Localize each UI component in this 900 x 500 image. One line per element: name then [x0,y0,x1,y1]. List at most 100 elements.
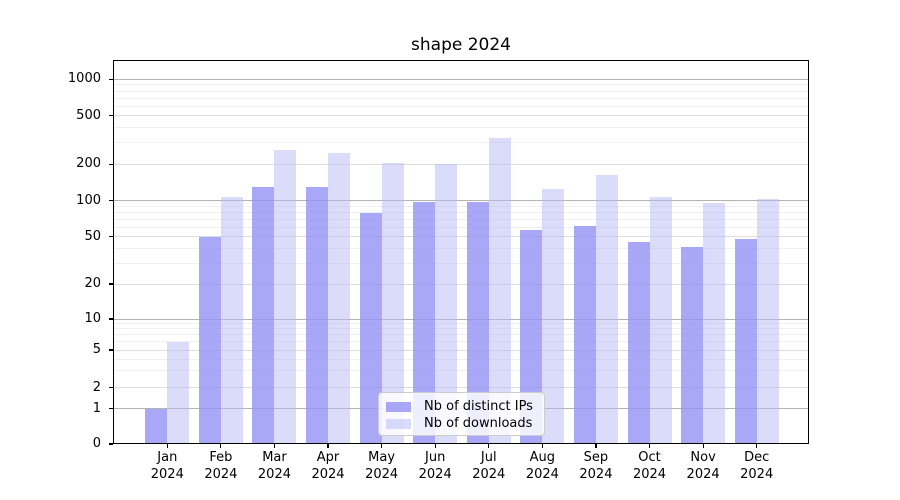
bar-distinct-ips [627,242,650,444]
minor-gridline [113,328,809,330]
gridline [113,236,809,238]
x-tick-mark [756,444,758,448]
y-tick-label: 1000 [67,71,101,87]
minor-gridline [113,262,809,264]
x-tick-label: Dec 2024 [740,450,774,482]
bar-downloads [488,138,511,444]
y-tick-mark [109,236,113,238]
gridline [113,283,809,285]
bar-distinct-ips [681,247,704,444]
bar-distinct-ips [306,186,329,444]
minor-gridline [113,370,809,372]
x-tick-label: Mar 2024 [257,450,291,482]
minor-gridline [113,142,809,144]
y-tick-label: 0 [92,436,101,451]
bar-distinct-ips [413,201,436,444]
bar-downloads [220,196,243,444]
y-tick-mark [109,115,113,117]
y-tick-mark [109,78,113,80]
minor-gridline [113,334,809,336]
y-tick-label: 200 [76,156,101,172]
bar-downloads [756,199,779,444]
bar-downloads [703,202,726,444]
x-tick-mark [220,444,222,448]
bar-distinct-ips [734,238,757,444]
y-tick-mark [109,283,113,285]
x-tick-label: Sep 2024 [579,450,613,482]
minor-gridline [113,90,809,92]
x-tick-mark [648,444,651,448]
bar-downloads [649,197,672,444]
x-tick-mark [381,444,383,448]
y-tick-mark [109,408,113,410]
y-tick-label: 50 [84,228,101,244]
x-tick-mark [488,444,490,448]
legend-swatch-downloads-icon [386,419,411,429]
y-tick-label: 10 [84,311,101,326]
x-tick-mark [273,444,276,448]
gridline [113,387,809,388]
major-gridline [113,78,809,80]
y-tick-label: 100 [76,192,101,208]
bar-distinct-ips [145,408,168,444]
x-tick-mark [166,444,168,448]
bar-downloads [381,163,404,444]
y-tick-mark [109,386,113,389]
major-gridline [113,318,809,320]
bar-distinct-ips [466,201,489,444]
minor-gridline [113,358,809,360]
bar-distinct-ips [359,212,382,444]
minor-gridline [113,211,809,213]
x-tick-label: Aug 2024 [525,450,559,482]
y-tick-mark [109,200,113,202]
x-tick-label: Jan 2024 [150,450,184,482]
y-tick-label: 2 [92,379,101,395]
bar-distinct-ips [520,229,543,444]
legend-label-distinct-ips: Nb of distinct IPs [424,399,533,414]
y-tick-label: 500 [76,107,101,123]
bar-downloads [274,149,297,444]
minor-gridline [113,323,809,325]
legend-label-downloads: Nb of downloads [424,416,533,431]
gridline [113,349,809,351]
y-tick-mark [109,349,113,351]
major-gridline [113,200,809,202]
x-tick-mark [702,444,704,448]
y-tick-label: 5 [92,342,101,357]
minor-gridline [113,218,809,220]
minor-gridline [113,205,809,207]
y-tick-mark [109,163,113,165]
x-tick-mark [541,444,543,448]
bar-downloads [435,164,458,444]
gridline [113,115,809,117]
y-tick-mark [109,443,113,445]
x-tick-label: Oct 2024 [632,450,667,482]
x-tick-label: Apr 2024 [311,450,345,482]
bar-downloads [328,153,351,444]
bar-distinct-ips [198,236,221,444]
bar-distinct-ips [252,186,275,444]
legend-swatch-distinct-ips-icon [386,402,411,412]
bar-distinct-ips [573,225,596,444]
legend: Nb of distinct IPs Nb of downloads [378,392,545,436]
minor-gridline [113,105,809,107]
gridline [113,163,809,165]
bar-downloads [542,188,565,444]
legend-item-distinct-ips: Nb of distinct IPs [386,399,536,415]
bar-downloads [595,175,618,444]
x-tick-label: Jun 2024 [418,450,452,482]
minor-gridline [113,341,809,343]
y-tick-label: 1 [92,400,101,416]
x-tick-mark [595,444,597,448]
minor-gridline [113,226,809,228]
minor-gridline [113,84,809,86]
y-tick-label: 20 [84,276,101,291]
x-tick-label: Jul 2024 [472,450,506,482]
chart-title: shape 2024 [411,35,511,55]
x-tick-mark [327,444,329,448]
x-tick-mark [434,444,436,448]
x-tick-label: Feb 2024 [204,450,238,482]
minor-gridline [113,127,809,129]
legend-item-downloads: Nb of downloads [386,416,536,432]
